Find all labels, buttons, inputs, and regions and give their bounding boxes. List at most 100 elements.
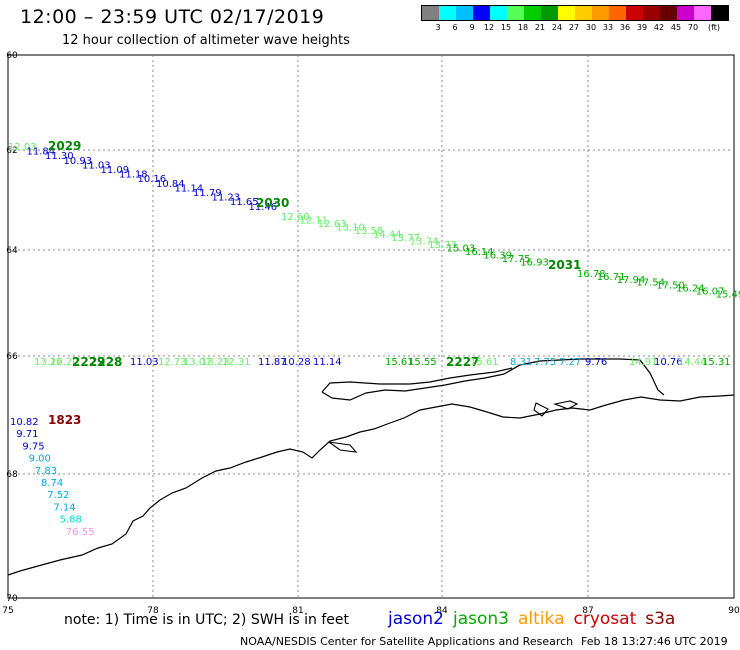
legend-swatch [694, 6, 711, 20]
wave-height-value: 10.93 [64, 156, 93, 167]
legend-label: 21 [534, 23, 546, 32]
lon-tick-label: 84 [436, 606, 448, 616]
legend-label: 18 [517, 23, 529, 32]
wave-height-value: 16.93 [520, 258, 549, 269]
wave-height-value: 15.03 [447, 244, 476, 255]
note-text: note: 1) Time is in UTC; 2) SWH is in fe… [64, 612, 350, 628]
wave-height-value: 11.30 [45, 151, 74, 162]
wave-height-value: 11.14 [175, 183, 204, 194]
lon-tick-label: 90 [728, 606, 740, 616]
wave-height-value: 11.14 [313, 357, 342, 368]
lat-tick-label: 66 [6, 352, 18, 362]
wave-height-value: 13.26 [34, 357, 63, 368]
wave-height-value: 10.16 [138, 174, 167, 185]
wave-height-value: 16.71 [597, 272, 626, 283]
legend-label: (ft) [707, 23, 721, 32]
track-pass-label: 2031 [548, 258, 581, 272]
satellite-jason2: jason2 [388, 609, 444, 629]
wave-height-value: 76.55 [66, 527, 95, 538]
generation-timestamp: Feb 18 13:27:46 UTC 2019 [581, 635, 728, 648]
wave-height-legend: 3 6 9 12 15 18 21 24 27 30 33 36 39 42 45 70 (ft) [421, 5, 729, 35]
legend-label: 15 [500, 23, 512, 32]
track-pass-label: 2227 [446, 355, 479, 369]
legend-label: 3 [435, 23, 441, 32]
wave-height-value: 15.49 [716, 289, 740, 300]
lon-tick-label: 75 [2, 606, 13, 616]
legend-label: 6 [452, 23, 458, 32]
wave-height-value: 13.10 [336, 223, 365, 234]
wave-height-value: 11.84 [27, 147, 56, 158]
lon-tick-label: 87 [582, 606, 593, 616]
wave-height-value: 12.11 [299, 216, 328, 227]
legend-label: 45 [670, 23, 682, 32]
track-pass-label: 2030 [256, 196, 289, 210]
wave-height-value: 13.23 [201, 357, 230, 368]
credit-text: NOAA/NESDIS Center for Satellite Applica… [240, 635, 574, 648]
wave-height-value: 8.74 [41, 478, 63, 489]
wave-height-value: 16.14 [465, 247, 494, 258]
wave-height-value: 13.77 [391, 233, 420, 244]
track-pass-label: 2228 [89, 355, 122, 369]
legend-swatch [575, 6, 592, 20]
wave-height-value: 5.88 [60, 515, 82, 526]
track-pass-label: 1823 [48, 413, 81, 427]
legend-label: 12 [483, 23, 495, 32]
legend-label: 9 [469, 23, 475, 32]
legend-swatch [422, 6, 439, 20]
wave-height-value: 11.65 [230, 197, 259, 208]
wave-height-value: 11.46 [249, 202, 278, 213]
lat-tick-label: 68 [6, 470, 18, 480]
wave-height-value: 13.73 [428, 240, 457, 251]
legend-swatch [711, 6, 728, 20]
legend-swatch [609, 6, 626, 20]
wave-height-value: 15.55 [408, 357, 437, 368]
satellite-altika: altika [518, 609, 565, 629]
island-outline [553, 400, 579, 410]
wave-height-value: 11.18 [119, 170, 148, 181]
wave-height-value: 9.75 [22, 441, 44, 452]
wave-height-value: 10.84 [156, 179, 185, 190]
legend-swatch [677, 6, 694, 20]
wave-height-value: 12.73 [158, 357, 187, 368]
lat-tick-label: 60 [6, 51, 18, 61]
wave-height-value: 9.00 [29, 454, 51, 465]
map-title: 12:00 – 23:59 UTC 02/17/2019 [20, 6, 325, 28]
map-subtitle: 12 hour collection of altimeter wave hei… [62, 33, 350, 48]
wave-height-value: 16.78 [577, 269, 606, 280]
wave-height-value: 16.07 [696, 286, 725, 297]
wave-height-value: 12.31 [222, 357, 251, 368]
wave-height-value: 15.61 [470, 357, 499, 368]
wave-height-value: 16.24 [676, 284, 705, 295]
wave-height-value: 10.28 [282, 357, 311, 368]
wave-height-value: 11.87 [258, 357, 287, 368]
legend-labels: 3 6 9 12 15 18 21 24 27 30 33 36 39 42 45 70 (ft) [421, 21, 729, 35]
wave-height-value: 12.20 [50, 357, 79, 368]
wave-height-value: 13.74 [410, 237, 439, 248]
satellite-jason3: jason3 [453, 609, 509, 629]
wave-height-value: 7.52 [47, 490, 69, 501]
wave-height-value: 17.50 [656, 281, 685, 292]
legend-label: 39 [636, 23, 648, 32]
legend-swatch [660, 6, 677, 20]
wave-height-value: 17.94 [617, 275, 646, 286]
wave-height-value: 15.31 [702, 357, 731, 368]
wave-height-value: 7.75 [534, 357, 556, 368]
satellite-legend: jason2 jason3 altika cryosat s3a [388, 609, 675, 629]
legend-label: 33 [602, 23, 614, 32]
wave-height-value: 11.03 [130, 357, 159, 368]
lat-tick-label: 70 [6, 594, 18, 604]
wave-height-value: 11.23 [212, 193, 241, 204]
legend-swatch [626, 6, 643, 20]
wave-height-value: 7.83 [35, 466, 57, 477]
legend-swatch [592, 6, 609, 20]
wave-height-value: 15.61 [385, 357, 414, 368]
island-outline [533, 402, 549, 417]
legend-swatch [524, 6, 541, 20]
wave-height-value: 17.75 [502, 254, 531, 265]
wave-height-value: 9.76 [585, 357, 607, 368]
legend-swatch [643, 6, 660, 20]
wave-height-value: 7.14 [53, 502, 75, 513]
legend-label: 42 [653, 23, 665, 32]
wave-height-value: 12.03 [8, 142, 37, 153]
coastline [7, 394, 735, 576]
